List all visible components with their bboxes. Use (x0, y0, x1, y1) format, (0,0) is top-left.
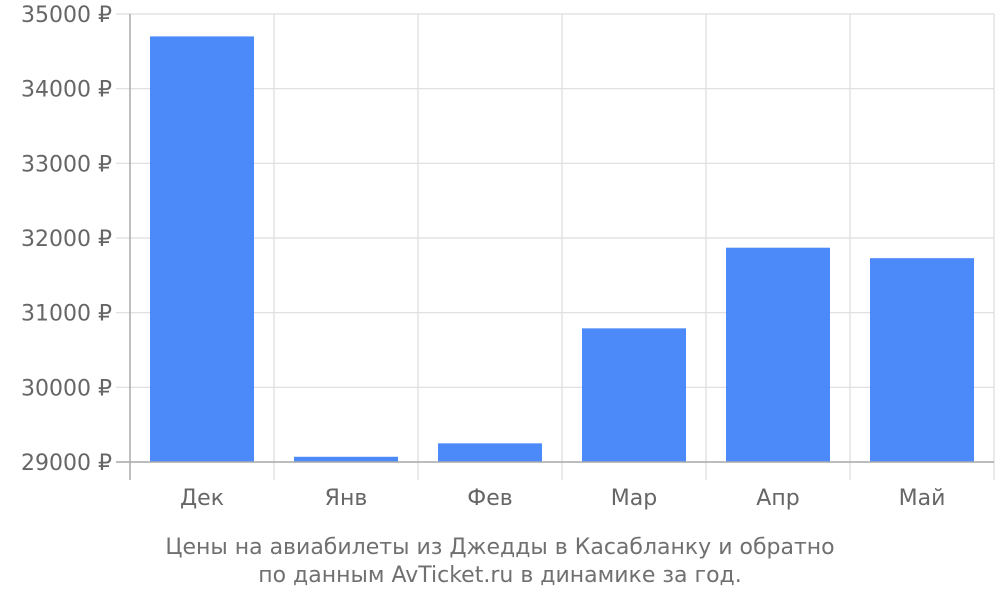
bar-4 (582, 328, 686, 462)
bars (150, 36, 974, 463)
grid-lines (116, 13, 995, 480)
y-tick-label: 35000 ₽ (21, 3, 112, 28)
bar-5 (726, 247, 830, 462)
x-tick-label: Мар (611, 486, 657, 511)
y-tick-label: 34000 ₽ (21, 78, 112, 103)
y-tick-labels: 29000 ₽ 30000 ₽ 31000 ₽ 32000 ₽ 33000 ₽ 34000… (21, 3, 112, 476)
y-tick-label: 31000 ₽ (21, 302, 112, 327)
y-tick-label: 33000 ₽ (21, 152, 112, 177)
bar-3 (438, 443, 542, 462)
axes (116, 14, 994, 480)
y-tick-label: 30000 ₽ (21, 376, 112, 401)
chart-caption-line-1: Цены на авиабилеты из Джедды в Касабланк… (165, 535, 835, 560)
x-tick-label: Май (899, 486, 946, 511)
x-tick-label: Янв (325, 486, 368, 511)
y-tick-label: 32000 ₽ (21, 227, 112, 252)
bar-chart: 29000 ₽ 30000 ₽ 31000 ₽ 32000 ₽ 33000 ₽ 34000… (21, 3, 995, 511)
x-tick-label: Фев (467, 486, 512, 511)
x-tick-label: Дек (180, 486, 224, 511)
x-tick-label: Апр (756, 486, 799, 511)
bar-6 (870, 258, 974, 462)
bar-2 (294, 456, 398, 462)
y-tick-label: 29000 ₽ (21, 451, 112, 476)
chart-caption-line-2: по данным AvTicket.ru в динамике за год. (258, 563, 742, 588)
bar-1 (150, 36, 254, 463)
x-tick-labels: Дек Янв Фев Мар Апр Май (180, 486, 945, 511)
